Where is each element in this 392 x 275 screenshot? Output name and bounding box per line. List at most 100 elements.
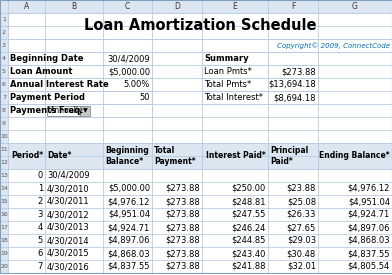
- Text: $4,924.71: $4,924.71: [108, 223, 150, 232]
- Text: $4,868.03: $4,868.03: [107, 249, 150, 258]
- Text: 6: 6: [38, 249, 43, 258]
- Bar: [202, 117, 268, 130]
- Bar: [152, 247, 202, 260]
- Text: 19: 19: [0, 251, 8, 256]
- Bar: [103, 169, 152, 182]
- Bar: [0, 234, 8, 247]
- Bar: [152, 143, 202, 156]
- Text: Summary: Summary: [204, 54, 249, 63]
- Bar: [45, 143, 103, 156]
- Text: 4/30/2015: 4/30/2015: [47, 249, 90, 258]
- Bar: [152, 195, 202, 208]
- Bar: [268, 65, 318, 78]
- Bar: [152, 0, 202, 13]
- Text: 7: 7: [2, 95, 6, 100]
- Bar: [45, 169, 103, 182]
- Text: $5,000.00: $5,000.00: [108, 67, 150, 76]
- Bar: [8, 91, 45, 104]
- Bar: [45, 234, 103, 247]
- Bar: [45, 0, 103, 13]
- Bar: [268, 26, 318, 39]
- Bar: [202, 0, 268, 13]
- Text: $250.00: $250.00: [232, 184, 266, 193]
- Bar: [268, 39, 318, 52]
- Text: 2: 2: [2, 30, 6, 35]
- Bar: [8, 247, 45, 260]
- Bar: [202, 39, 268, 52]
- Text: $32.01: $32.01: [287, 262, 316, 271]
- Bar: [103, 52, 152, 65]
- Bar: [152, 221, 202, 234]
- Text: F: F: [291, 2, 295, 11]
- Bar: [268, 91, 318, 104]
- Bar: [202, 65, 268, 78]
- Bar: [152, 117, 202, 130]
- Bar: [8, 26, 45, 39]
- Text: $273.88: $273.88: [165, 236, 200, 245]
- Text: 12: 12: [0, 160, 8, 165]
- Bar: [268, 156, 318, 169]
- Bar: [103, 143, 152, 156]
- Bar: [103, 143, 152, 169]
- Bar: [202, 78, 268, 91]
- Text: 16: 16: [0, 212, 8, 217]
- Bar: [152, 143, 202, 169]
- Bar: [45, 260, 103, 273]
- Bar: [8, 26, 45, 39]
- Bar: [8, 182, 45, 195]
- Bar: [8, 130, 45, 143]
- Bar: [8, 104, 45, 117]
- Bar: [8, 91, 45, 104]
- Text: C: C: [125, 2, 130, 11]
- Bar: [103, 104, 152, 117]
- Bar: [268, 221, 318, 234]
- Bar: [202, 247, 268, 260]
- Text: 6: 6: [2, 82, 6, 87]
- Text: Beginning Date: Beginning Date: [10, 54, 83, 63]
- Bar: [103, 13, 152, 26]
- Bar: [152, 26, 202, 39]
- Bar: [45, 104, 103, 117]
- Text: Loan Amortization Schedule: Loan Amortization Schedule: [84, 18, 316, 34]
- Bar: [8, 156, 45, 169]
- Bar: [0, 65, 8, 78]
- Bar: [318, 65, 392, 78]
- Bar: [318, 247, 392, 260]
- Bar: [318, 117, 392, 130]
- Text: Payments Freq.: Payments Freq.: [10, 106, 83, 115]
- Text: 0: 0: [38, 171, 43, 180]
- Bar: [8, 65, 45, 78]
- Text: Date*: Date*: [47, 152, 71, 161]
- Bar: [268, 221, 318, 234]
- Text: 3: 3: [2, 43, 6, 48]
- Text: Total Interest*: Total Interest*: [204, 93, 263, 102]
- Text: $25.08: $25.08: [287, 197, 316, 206]
- Bar: [0, 78, 8, 91]
- Bar: [318, 104, 392, 117]
- Bar: [202, 26, 268, 39]
- Bar: [8, 39, 45, 52]
- Bar: [318, 143, 392, 156]
- Text: $4,976.12: $4,976.12: [108, 197, 150, 206]
- Bar: [45, 91, 103, 104]
- Bar: [0, 195, 8, 208]
- Bar: [8, 39, 45, 52]
- Bar: [103, 130, 152, 143]
- Bar: [152, 208, 202, 221]
- Bar: [0, 130, 8, 143]
- Text: $273.88: $273.88: [281, 67, 316, 76]
- Bar: [202, 234, 268, 247]
- Bar: [268, 104, 318, 117]
- Bar: [268, 13, 318, 26]
- Bar: [45, 195, 103, 208]
- Bar: [0, 260, 8, 273]
- Bar: [0, 91, 8, 104]
- Bar: [202, 91, 268, 104]
- Bar: [318, 143, 392, 169]
- Bar: [103, 208, 152, 221]
- Bar: [268, 260, 318, 273]
- Bar: [202, 117, 268, 130]
- Bar: [268, 78, 318, 91]
- Bar: [0, 247, 8, 260]
- Bar: [8, 104, 45, 117]
